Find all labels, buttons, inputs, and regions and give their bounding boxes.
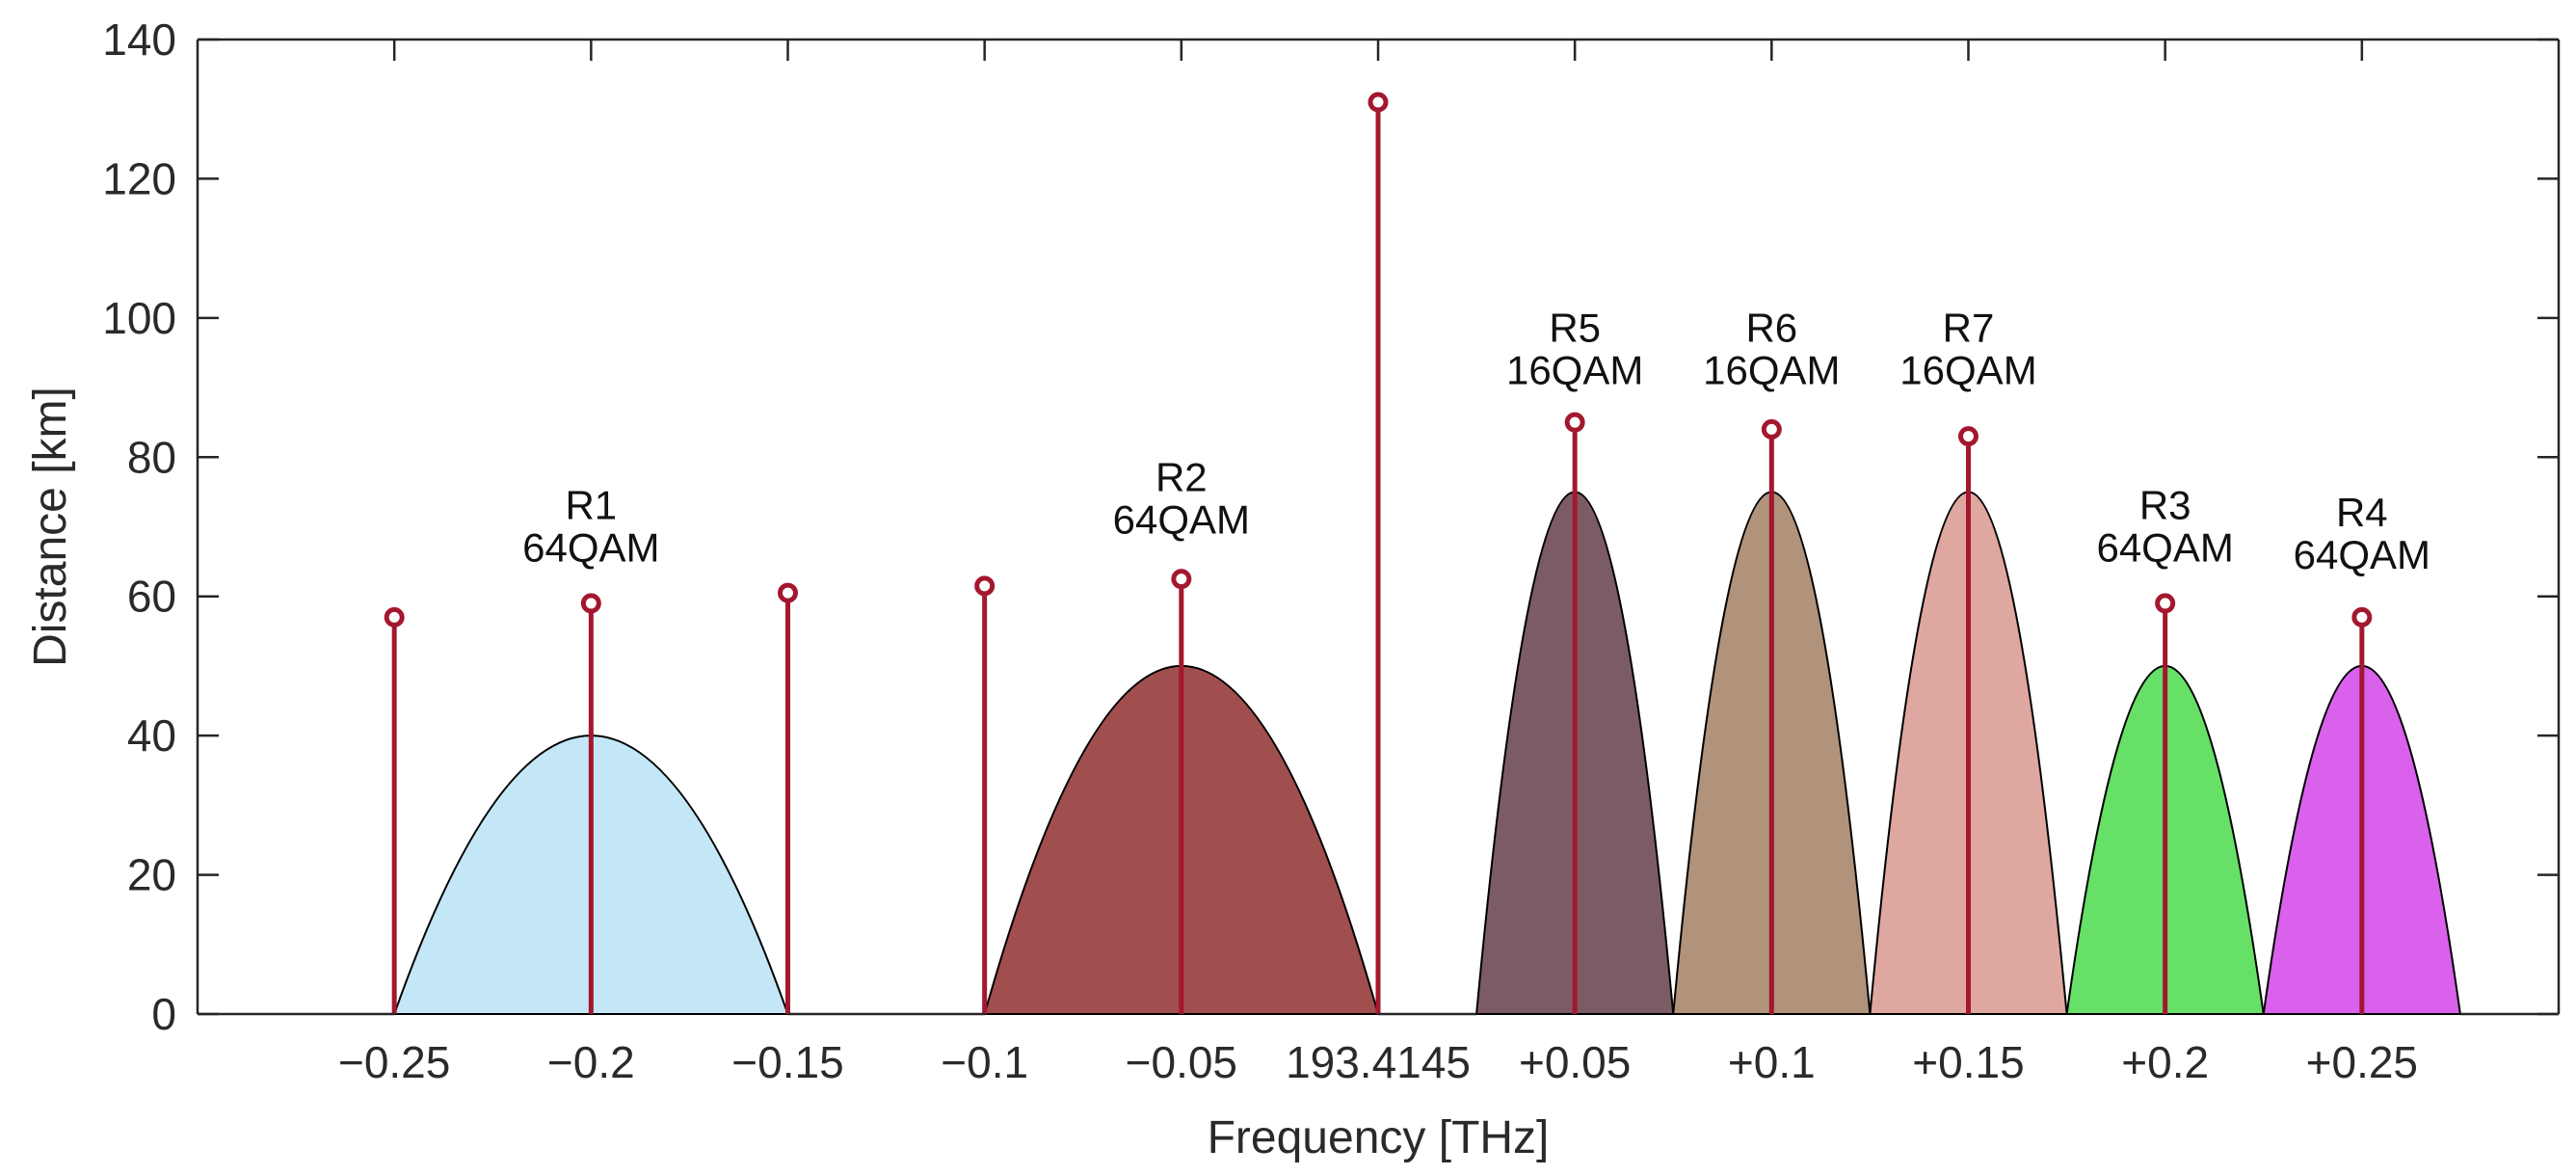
region-format-r6: 16QAM (1703, 347, 1840, 392)
region-name-r1: R1 (565, 483, 617, 528)
x-tick-label-0-05: −0.05 (1126, 1037, 1237, 1087)
x-tick-label-0-25: +0.25 (2306, 1037, 2418, 1087)
x-tick-label-0-25: −0.25 (338, 1037, 450, 1087)
region-name-r7: R7 (1943, 305, 1995, 350)
stem-marker-3 (974, 575, 996, 597)
region-format-r7: 16QAM (1899, 347, 2036, 392)
stem-marker-1 (580, 593, 601, 614)
x-tick-label-0-05: +0.05 (1519, 1037, 1631, 1087)
stem-marker-5 (1368, 92, 1389, 113)
region-name-r2: R2 (1155, 455, 1208, 500)
stem-marker-4 (1171, 569, 1192, 590)
region-format-r1: 64QAM (522, 525, 659, 571)
region-format-r2: 64QAM (1113, 497, 1250, 543)
x-tick-label-0-2: −0.2 (547, 1037, 635, 1087)
y-tick-label-0: 0 (151, 989, 176, 1039)
x-tick-label-0-1: +0.1 (1728, 1037, 1816, 1087)
y-tick-label-100: 100 (102, 293, 176, 343)
y-tick-label-60: 60 (127, 572, 176, 622)
axes: 0 20 40 60 80 100 120 140 −0.25 −0.2 −0.15 −0.1 −0.0… (102, 14, 2561, 1087)
stem-marker-0 (384, 606, 405, 628)
stem-marker-6 (1564, 412, 1585, 433)
region-format-r4: 64QAM (2294, 532, 2430, 577)
stem-marker-2 (778, 582, 798, 603)
stem-marker-7 (1761, 418, 1782, 440)
region-annotations: R164QAMR264QAMR516QAMR616QAMR716QAMR364Q… (522, 305, 2430, 576)
y-tick-label-120: 120 (102, 153, 176, 203)
region-format-r5: 16QAM (1506, 347, 1643, 392)
region-name-r4: R4 (2336, 490, 2388, 535)
x-tick-label-0-15: +0.15 (1912, 1037, 2024, 1087)
region-name-r6: R6 (1745, 305, 1797, 350)
y-tick-label-140: 140 (102, 14, 176, 65)
x-tick-label-0-2: +0.2 (2121, 1037, 2209, 1087)
region-name-r3: R3 (2139, 483, 2191, 528)
stem-marker-8 (1958, 426, 1978, 447)
stem-marker-10 (2351, 606, 2373, 628)
stem-marker-9 (2155, 593, 2176, 614)
y-tick-label-20: 20 (127, 850, 176, 900)
y-tick-label-80: 80 (127, 432, 176, 482)
x-axis-title: Frequency [THz] (1208, 1112, 1550, 1163)
region-format-r3: 64QAM (2096, 525, 2233, 571)
x-tick-label-193-4145: 193.4145 (1286, 1037, 1471, 1087)
y-axis-title: Distance [km] (25, 387, 76, 667)
x-tick-label-0-15: −0.15 (731, 1037, 843, 1087)
y-tick-label-40: 40 (127, 710, 176, 761)
distance-stems (384, 92, 2373, 1014)
modulation-areas (392, 491, 2462, 1015)
region-name-r5: R5 (1549, 305, 1601, 350)
x-tick-label-0-1: −0.1 (941, 1037, 1028, 1087)
